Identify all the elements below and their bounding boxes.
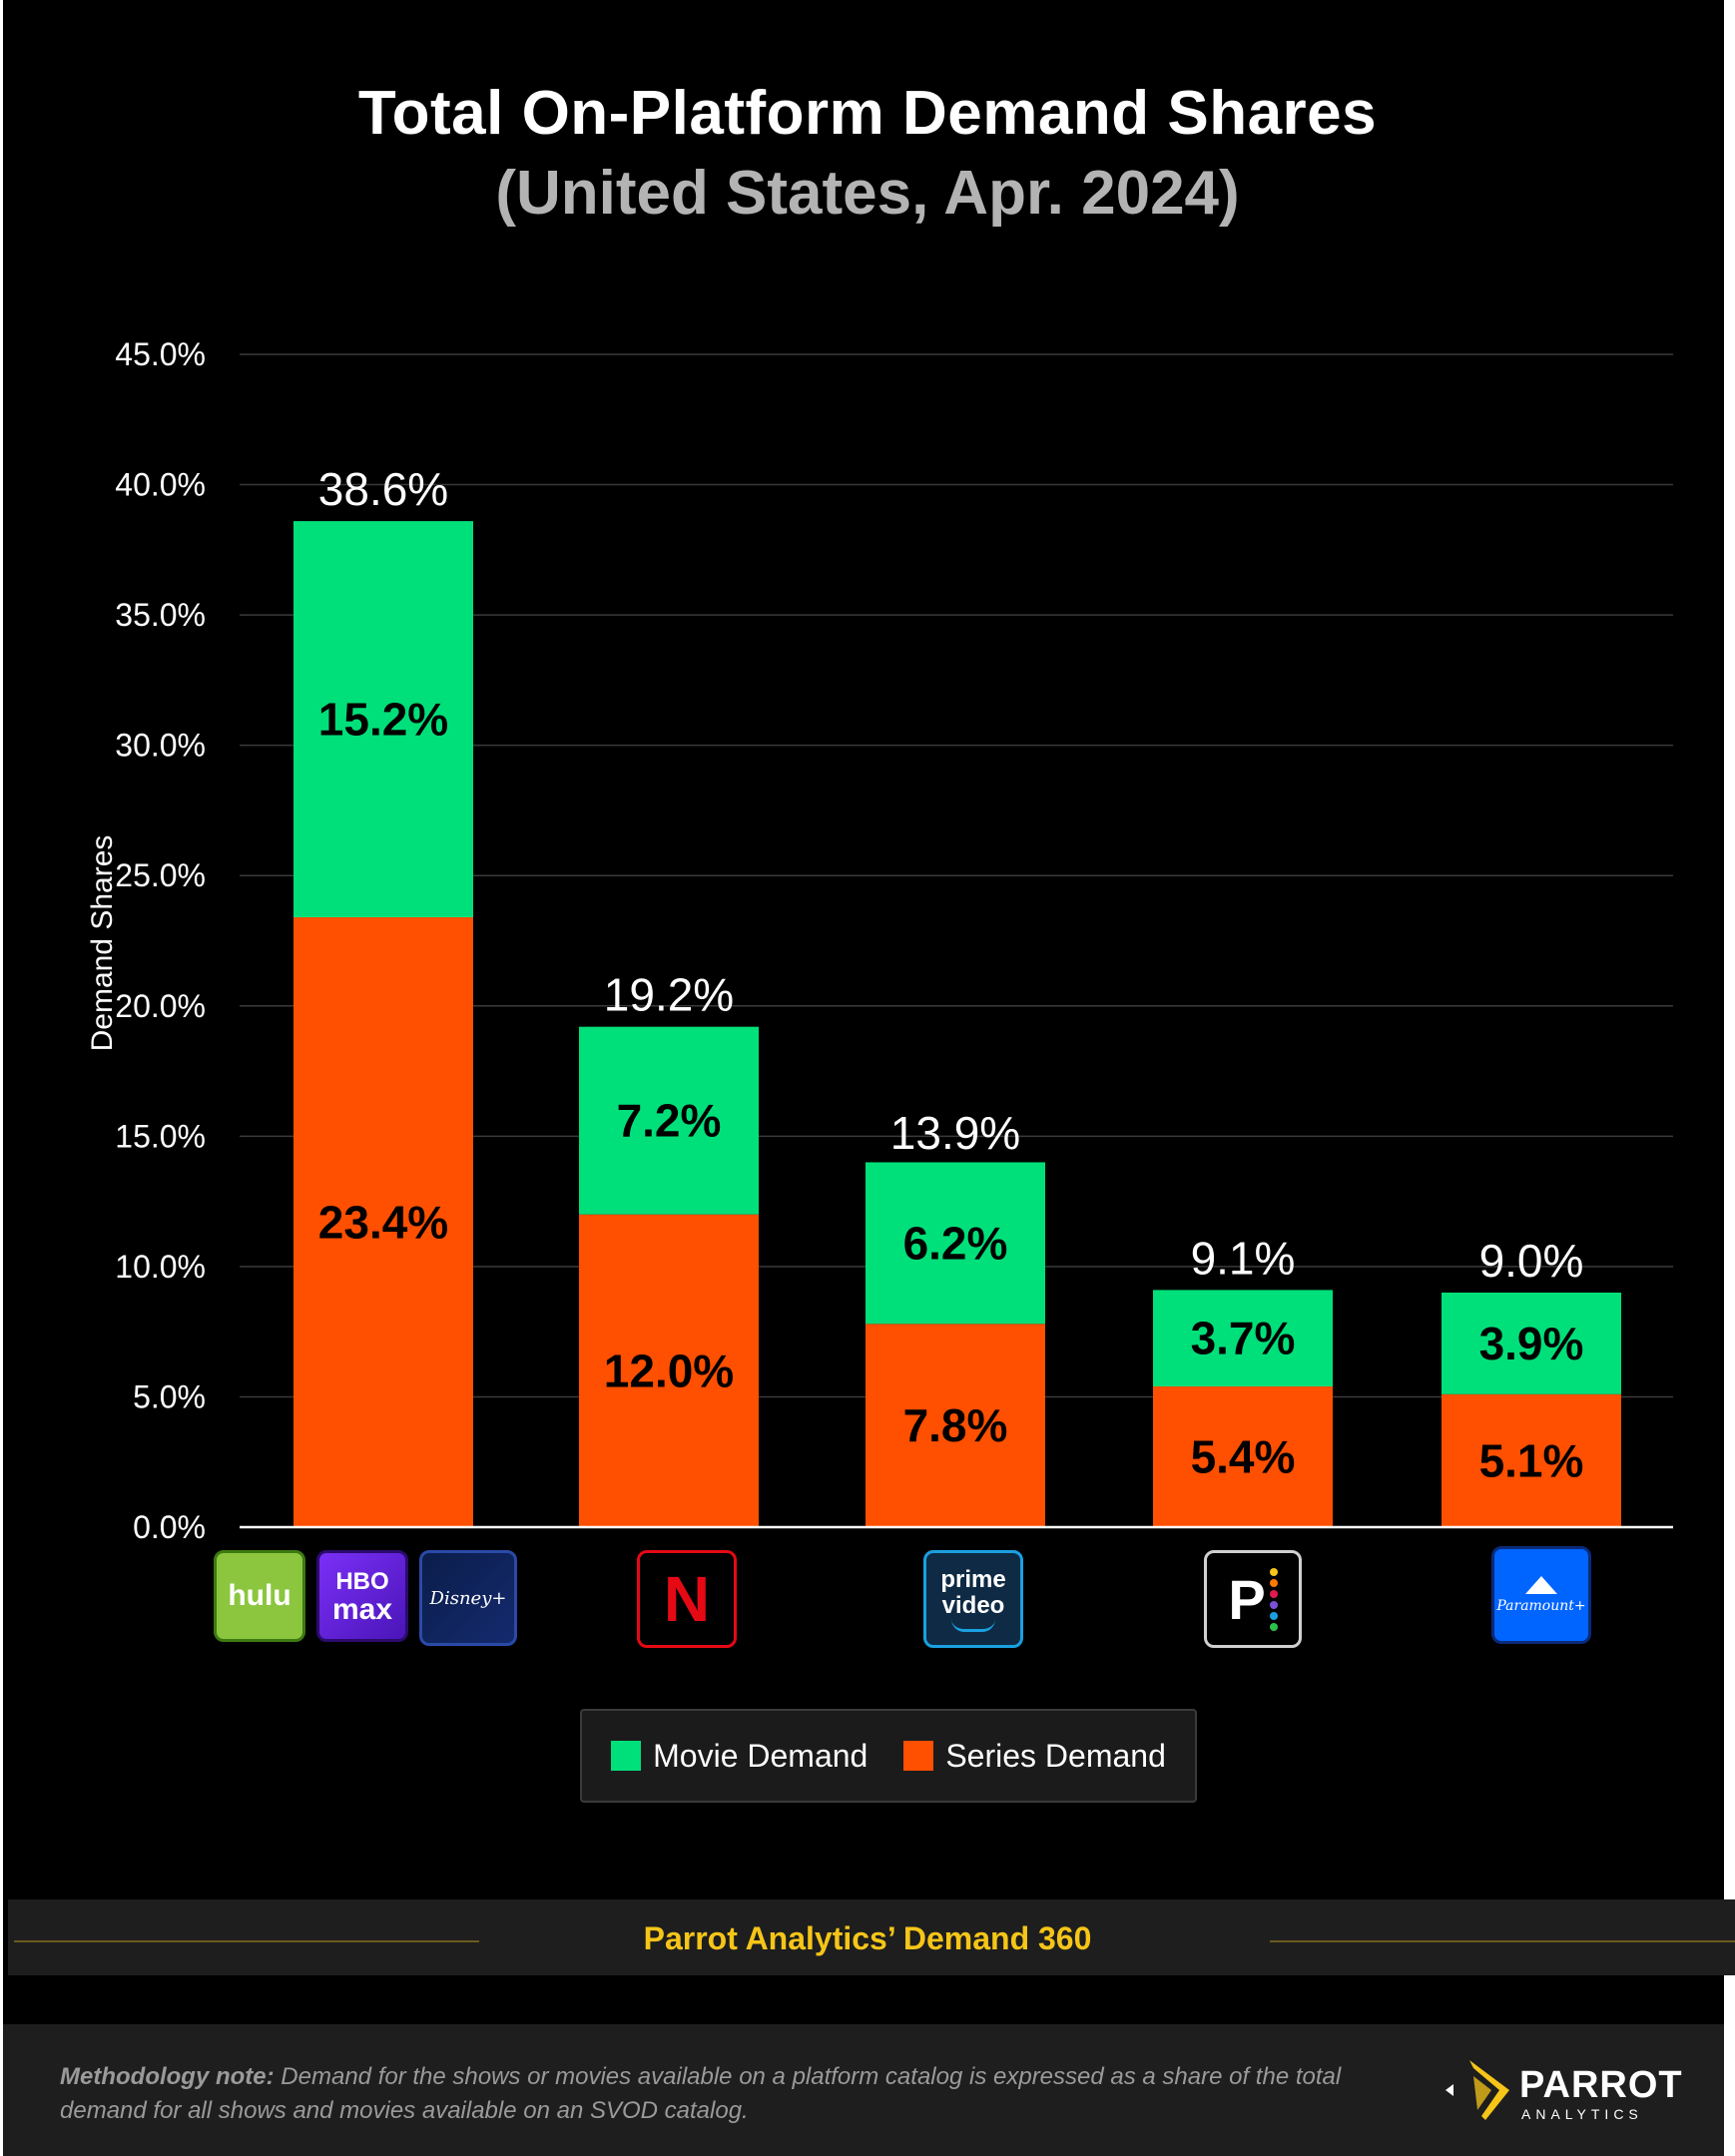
paramount-mountain-icon — [1525, 1576, 1557, 1594]
legend-item-movie: Movie Demand — [611, 1738, 868, 1775]
footer — [3, 2024, 1724, 2156]
prime-video-logo: prime video — [923, 1550, 1023, 1648]
stacked-bar-chart: 0.0% 5.0% 10.0% 15.0% 20.0% 25.0% 30.0% 35.0% 40… — [86, 336, 1673, 1545]
movie-bar-2 — [866, 1162, 1045, 1325]
netflix-logo-text: N — [663, 1563, 711, 1635]
parrot-analytics-logo-icon — [1446, 2060, 1509, 2120]
peacock-logo-text: P — [1228, 1567, 1266, 1631]
brand-name: PARROT — [1519, 2064, 1683, 2106]
peacock-dots-icon — [1269, 1567, 1278, 1631]
hulu-logo: hulu — [214, 1550, 305, 1642]
methodology-text: Demand for the shows or movies available… — [60, 2063, 1342, 2124]
series-bar-4 — [1442, 1393, 1621, 1527]
chart-subtitle: (United States, Apr. 2024) — [495, 159, 1240, 228]
hulu-logo-text: hulu — [228, 1579, 291, 1612]
methodology-note: Methodology note: Demand for the shows o… — [60, 2060, 1358, 2128]
hbo-max-logo: HBO max — [316, 1550, 408, 1642]
total-value-label: 9.1% — [1191, 1232, 1296, 1284]
y-tick-label: 30.0% — [115, 728, 206, 764]
series-value-label: 5.4% — [1191, 1431, 1296, 1483]
y-tick-label: 35.0% — [115, 597, 206, 633]
disney-logo-text: Disney+ — [429, 1587, 507, 1609]
movie-value-label: 15.2% — [318, 694, 448, 746]
movie-swatch — [611, 1741, 642, 1771]
brand-subtitle: ANALYTICS — [1521, 2106, 1643, 2122]
y-tick-label: 40.0% — [115, 467, 206, 503]
series-bar-2 — [866, 1324, 1045, 1527]
legend-movie-label: Movie Demand — [653, 1737, 868, 1774]
amazon-smile-icon — [951, 1619, 995, 1632]
chart-title: Total On-Platform Demand Shares — [357, 79, 1378, 148]
prime-logo-text: prime — [940, 1565, 1006, 1593]
y-tick-label: 20.0% — [115, 988, 206, 1024]
source-divider-right — [1270, 1940, 1735, 1942]
source-banner — [8, 1899, 1735, 1975]
video-logo-text: video — [941, 1591, 1005, 1619]
total-value-label: 19.2% — [604, 969, 734, 1021]
series-swatch — [903, 1741, 934, 1771]
y-tick-label: 15.0% — [115, 1118, 206, 1154]
y-axis-title: Demand Shares — [86, 835, 119, 1052]
y-tick-label: 0.0% — [133, 1509, 206, 1545]
series-bar-0 — [293, 917, 473, 1527]
movie-bar-4 — [1442, 1293, 1621, 1394]
netflix-logo: N — [637, 1550, 737, 1648]
movie-bar-0 — [293, 521, 473, 917]
movie-value-label: 3.9% — [1479, 1318, 1584, 1369]
legend-series-label: Series Demand — [945, 1737, 1166, 1774]
series-value-label: 23.4% — [318, 1197, 448, 1249]
source-text: Parrot Analytics’ Demand 360 — [643, 1920, 1092, 1956]
total-value-label: 9.0% — [1479, 1235, 1584, 1287]
series-value-label: 12.0% — [604, 1345, 734, 1396]
max-logo-text: max — [331, 1593, 393, 1626]
movie-bar-1 — [579, 1026, 759, 1215]
legend: Movie Demand Series Demand — [580, 1709, 1197, 1803]
y-tick-label: 5.0% — [133, 1378, 206, 1414]
movie-value-label: 6.2% — [903, 1217, 1008, 1269]
legend-item-series: Series Demand — [903, 1738, 1166, 1775]
y-tick-label: 45.0% — [115, 336, 206, 372]
movie-value-label: 3.7% — [1191, 1313, 1296, 1364]
y-tick-label: 25.0% — [115, 857, 206, 893]
paramount-plus-logo: Paramount+ — [1491, 1546, 1591, 1644]
paramount-logo-text: Paramount+ — [1496, 1598, 1586, 1614]
series-bar-1 — [579, 1214, 759, 1527]
y-tick-label: 10.0% — [115, 1249, 206, 1285]
disney-plus-logo: Disney+ — [419, 1550, 517, 1646]
source-divider-left — [14, 1940, 479, 1942]
hbo-logo-text: HBO — [335, 1568, 389, 1595]
total-value-label: 38.6% — [318, 463, 448, 515]
methodology-label: Methodology note: — [60, 2063, 275, 2090]
movie-value-label: 7.2% — [617, 1095, 722, 1147]
series-value-label: 5.1% — [1479, 1434, 1584, 1486]
peacock-logo: P — [1204, 1550, 1302, 1648]
series-value-label: 7.8% — [903, 1399, 1008, 1451]
movie-bar-3 — [1153, 1290, 1333, 1386]
series-bar-3 — [1153, 1386, 1333, 1527]
total-value-label: 13.9% — [890, 1107, 1020, 1159]
